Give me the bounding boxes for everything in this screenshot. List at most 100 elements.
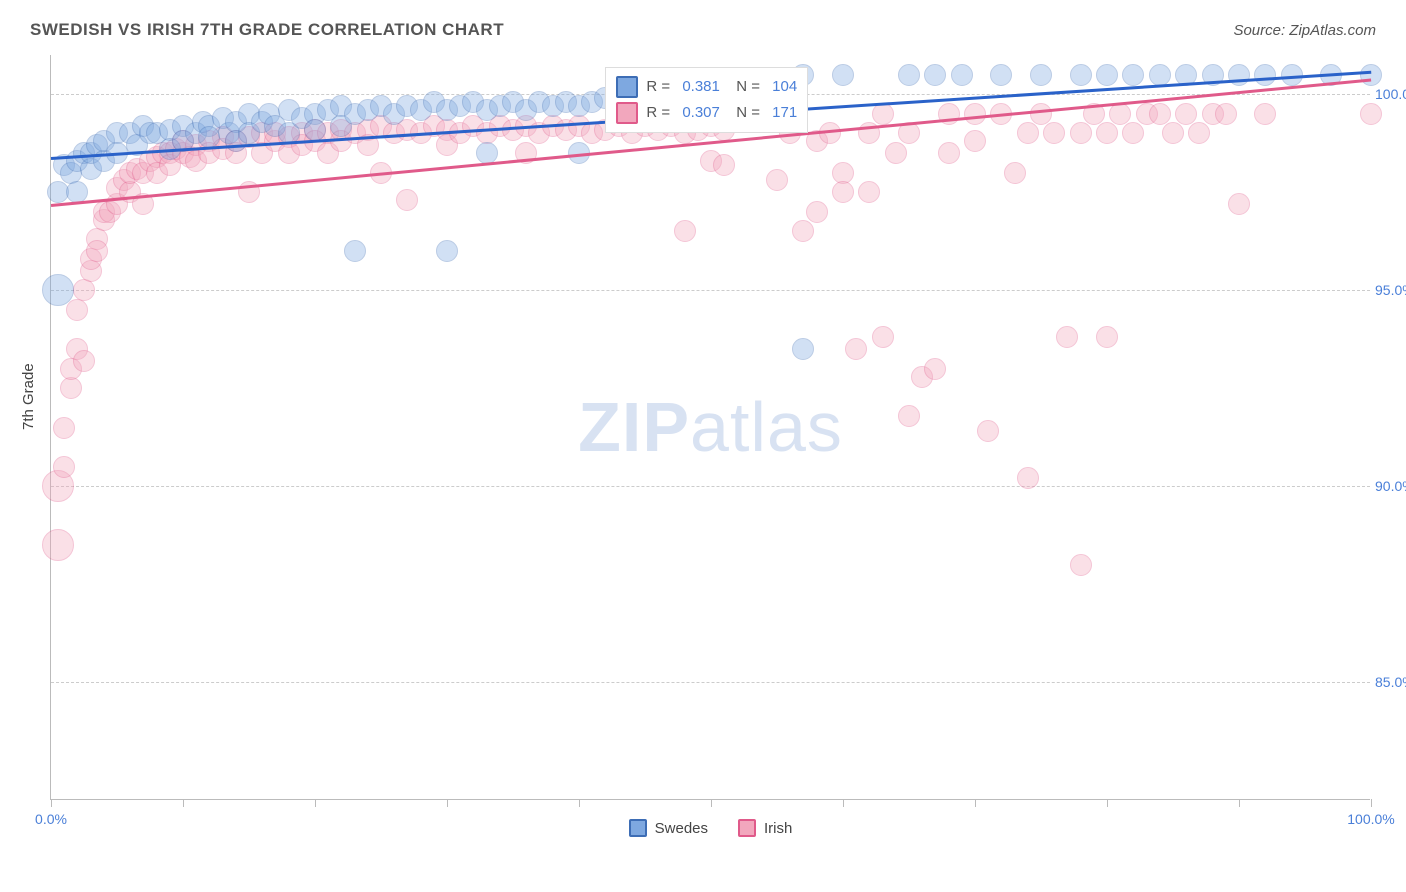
data-point	[476, 142, 498, 164]
data-point	[1070, 122, 1092, 144]
legend-n-label: N =	[728, 78, 764, 95]
data-point	[872, 326, 894, 348]
x-tick	[843, 799, 844, 807]
data-point	[42, 274, 74, 306]
data-point	[1017, 122, 1039, 144]
data-point	[42, 529, 74, 561]
data-point	[1360, 64, 1382, 86]
data-point	[73, 350, 95, 372]
data-point	[1122, 122, 1144, 144]
y-tick-label: 100.0%	[1375, 86, 1406, 102]
legend-r-label: R =	[646, 78, 674, 95]
data-point	[1188, 122, 1210, 144]
data-point	[964, 103, 986, 125]
data-point	[60, 377, 82, 399]
data-point	[898, 122, 920, 144]
watermark: ZIPatlas	[578, 387, 843, 467]
data-point	[304, 119, 326, 141]
x-tick	[711, 799, 712, 807]
legend-swatch	[616, 76, 638, 98]
data-point	[1149, 64, 1171, 86]
x-tick	[183, 799, 184, 807]
x-tick	[975, 799, 976, 807]
data-point	[964, 130, 986, 152]
data-point	[1215, 103, 1237, 125]
data-point	[832, 181, 854, 203]
data-point	[1017, 467, 1039, 489]
legend-r-label: R =	[646, 104, 674, 121]
legend-label: Swedes	[655, 820, 708, 837]
data-point	[66, 299, 88, 321]
data-point	[1162, 122, 1184, 144]
data-point	[792, 338, 814, 360]
data-point	[1030, 64, 1052, 86]
x-tick	[1371, 799, 1372, 807]
stats-legend-row: R = 0.307 N = 171	[616, 100, 797, 126]
series-legend: Swedes Irish	[51, 819, 1370, 837]
data-point	[898, 405, 920, 427]
data-point	[1070, 554, 1092, 576]
data-point	[713, 154, 735, 176]
stats-legend: R = 0.381 N = 104R = 0.307 N = 171	[605, 67, 808, 133]
data-point	[1175, 103, 1197, 125]
data-point	[1228, 193, 1250, 215]
y-tick-label: 85.0%	[1375, 674, 1406, 690]
legend-n-value: 104	[772, 78, 797, 95]
x-tick	[51, 799, 52, 807]
legend-n-value: 171	[772, 104, 797, 121]
data-point	[73, 279, 95, 301]
data-point	[1360, 103, 1382, 125]
stats-legend-row: R = 0.381 N = 104	[616, 74, 797, 100]
legend-label: Irish	[764, 820, 792, 837]
plot-area: ZIPatlas 85.0%90.0%95.0%100.0%0.0%100.0%…	[50, 55, 1370, 800]
data-point	[990, 64, 1012, 86]
data-point	[47, 181, 69, 203]
x-tick	[1239, 799, 1240, 807]
series-legend-item: Swedes	[629, 819, 708, 837]
data-point	[924, 358, 946, 380]
data-point	[396, 189, 418, 211]
data-point	[885, 142, 907, 164]
data-point	[674, 220, 696, 242]
data-point	[1043, 122, 1065, 144]
data-point	[938, 142, 960, 164]
y-axis-label: 7th Grade	[20, 363, 37, 430]
data-point	[819, 122, 841, 144]
data-point	[1254, 64, 1276, 86]
data-point	[1254, 103, 1276, 125]
x-tick	[447, 799, 448, 807]
series-legend-item: Irish	[738, 819, 792, 837]
chart-title: SWEDISH VS IRISH 7TH GRADE CORRELATION C…	[30, 20, 504, 40]
data-point	[977, 420, 999, 442]
data-point	[951, 64, 973, 86]
data-point	[806, 201, 828, 223]
data-point	[53, 456, 75, 478]
source-label: Source: ZipAtlas.com	[1233, 22, 1376, 39]
data-point	[1096, 326, 1118, 348]
data-point	[53, 417, 75, 439]
gridline	[51, 682, 1370, 683]
x-tick	[315, 799, 316, 807]
data-point	[924, 64, 946, 86]
legend-n-label: N =	[728, 104, 764, 121]
y-tick-label: 90.0%	[1375, 478, 1406, 494]
data-point	[792, 220, 814, 242]
x-tick	[579, 799, 580, 807]
data-point	[198, 126, 220, 148]
data-point	[1030, 103, 1052, 125]
data-point	[872, 103, 894, 125]
data-point	[832, 64, 854, 86]
data-point	[1096, 64, 1118, 86]
data-point	[1149, 103, 1171, 125]
data-point	[1122, 64, 1144, 86]
watermark-light: atlas	[690, 388, 843, 466]
data-point	[1096, 122, 1118, 144]
data-point	[86, 240, 108, 262]
data-point	[1056, 326, 1078, 348]
data-point	[1070, 64, 1092, 86]
watermark-bold: ZIP	[578, 388, 690, 466]
gridline	[51, 486, 1370, 487]
y-tick-label: 95.0%	[1375, 282, 1406, 298]
data-point	[344, 240, 366, 262]
data-point	[1004, 162, 1026, 184]
